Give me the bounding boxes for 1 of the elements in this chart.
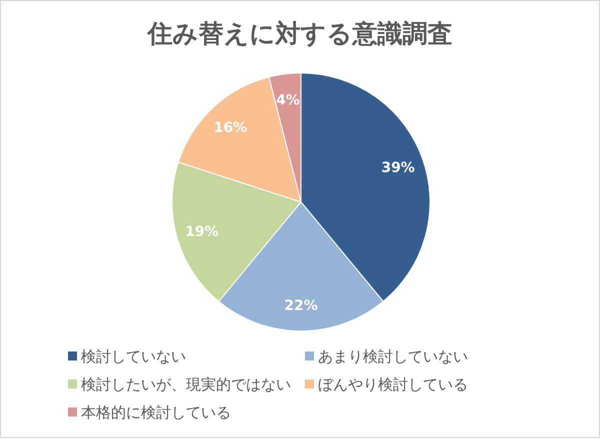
title: 住み替えに対する意識調査: [148, 19, 452, 48]
